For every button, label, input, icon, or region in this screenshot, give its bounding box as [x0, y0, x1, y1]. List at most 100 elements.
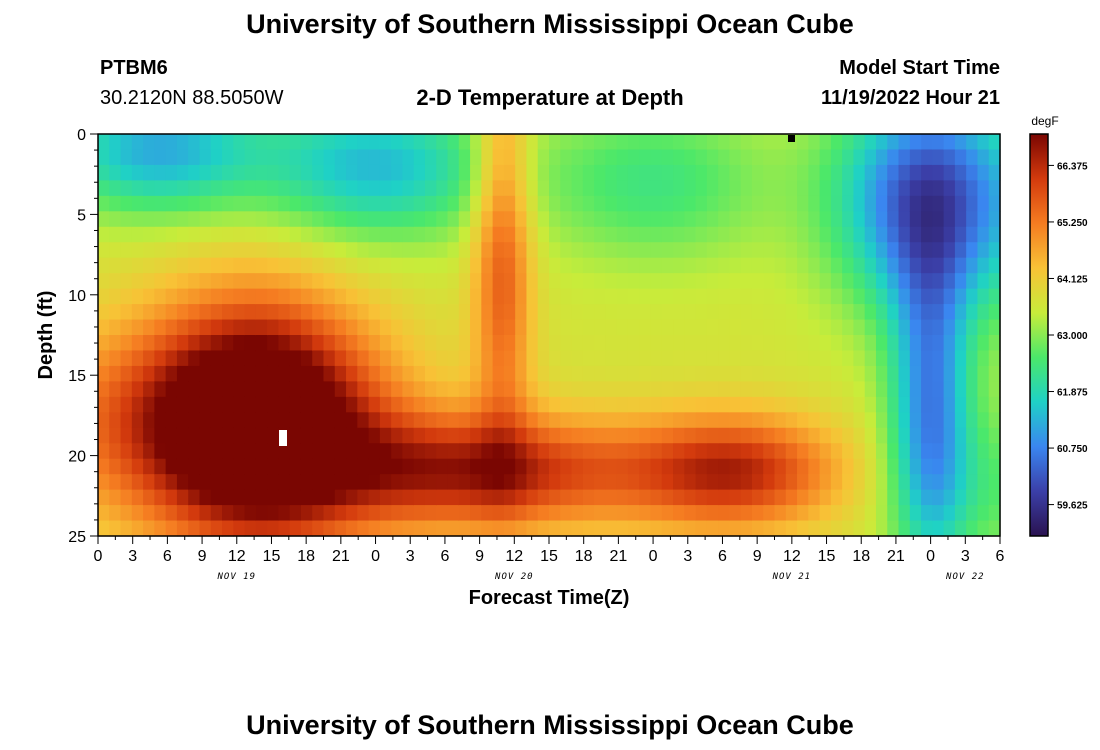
heatmap-cell	[616, 242, 629, 259]
heatmap-cell	[413, 458, 426, 475]
heatmap-cell	[785, 180, 798, 197]
colorbar-tick-label: 61.875	[1057, 388, 1088, 399]
heatmap-cell	[470, 489, 482, 506]
heatmap-cell	[966, 474, 979, 491]
heatmap-cell	[909, 134, 922, 151]
heatmap-cell	[763, 443, 776, 460]
heatmap-cell	[751, 149, 764, 166]
heatmap-cell	[334, 288, 347, 305]
heatmap-cell	[481, 412, 494, 429]
heatmap-cell	[785, 381, 798, 398]
heatmap-cell	[368, 164, 381, 181]
heatmap-cell	[267, 427, 280, 444]
heatmap-cell	[808, 257, 821, 274]
heatmap-cell	[447, 149, 460, 166]
heatmap-cell	[605, 304, 618, 321]
heatmap-cell	[797, 304, 809, 321]
heatmap-cell	[447, 335, 460, 352]
heatmap-cell	[594, 443, 606, 460]
heatmap-cell	[954, 226, 967, 243]
heatmap-cell	[932, 273, 945, 290]
heatmap-cell	[526, 505, 539, 522]
heatmap-cell	[323, 505, 336, 522]
heatmap-cell	[977, 226, 990, 243]
heatmap-cell	[312, 134, 325, 151]
heatmap-cell	[323, 242, 336, 259]
heatmap-cell	[763, 211, 776, 228]
heatmap-cell	[233, 211, 246, 228]
heatmap-cell	[267, 288, 280, 305]
heatmap-cell	[255, 149, 268, 166]
heatmap-cell	[402, 505, 415, 522]
heatmap-cell	[639, 335, 652, 352]
heatmap-cell	[797, 257, 809, 274]
heatmap-cell	[898, 474, 911, 491]
heatmap-cell	[774, 381, 787, 398]
heatmap-cell	[864, 396, 877, 413]
heatmap-cell	[751, 365, 764, 382]
heatmap-cell	[549, 226, 561, 243]
heatmap-cell	[842, 242, 855, 259]
heatmap-cell	[143, 257, 155, 274]
heatmap-cell	[977, 195, 990, 212]
heatmap-cell	[571, 489, 584, 506]
heatmap-cell	[176, 288, 189, 305]
heatmap-cell	[391, 412, 404, 429]
x-tick-label: 0	[371, 548, 380, 565]
heatmap-cell	[875, 335, 888, 352]
heatmap-cell	[774, 273, 787, 290]
y-tick-label: 25	[68, 529, 86, 546]
heatmap-cell	[571, 273, 584, 290]
heatmap-cell	[436, 149, 449, 166]
heatmap-cell	[594, 427, 606, 444]
heatmap-cell	[695, 396, 708, 413]
heatmap-cell	[289, 319, 302, 336]
heatmap-cell	[909, 474, 922, 491]
heatmap-cell	[278, 164, 291, 181]
heatmap-cell	[740, 520, 753, 537]
colorbar-tick-label: 66.375	[1057, 161, 1088, 172]
heatmap-cell	[966, 164, 979, 181]
heatmap-cell	[616, 164, 629, 181]
heatmap-cell	[413, 211, 426, 228]
heatmap-cell	[289, 458, 302, 475]
heatmap-cell	[481, 304, 494, 321]
heatmap-cell	[98, 257, 110, 274]
heatmap-cell	[436, 288, 449, 305]
heatmap-cell	[594, 257, 606, 274]
heatmap-cell	[436, 396, 449, 413]
heatmap-cell	[526, 396, 539, 413]
heatmap-cell	[966, 396, 979, 413]
heatmap-cell	[954, 211, 967, 228]
heatmap-cell	[627, 427, 640, 444]
heatmap-cell	[526, 242, 539, 259]
heatmap-cell	[977, 257, 990, 274]
heatmap-cell	[684, 273, 697, 290]
heatmap-cell	[864, 381, 877, 398]
heatmap-cell	[797, 381, 809, 398]
heatmap-cell	[436, 242, 449, 259]
heatmap-cell	[605, 242, 618, 259]
heatmap-cell	[300, 319, 313, 336]
heatmap-cell	[909, 288, 922, 305]
heatmap-cell	[334, 443, 347, 460]
heatmap-cell	[199, 242, 212, 259]
heatmap-cell	[154, 335, 167, 352]
heatmap-cell	[233, 381, 246, 398]
heatmap-cell	[323, 350, 336, 367]
heatmap-cell	[346, 505, 358, 522]
heatmap-cell	[954, 242, 967, 259]
heatmap-cell	[492, 226, 505, 243]
heatmap-cell	[346, 335, 358, 352]
heatmap-cell	[729, 195, 742, 212]
heatmap-cell	[470, 412, 482, 429]
x-tick-label: 3	[683, 548, 692, 565]
heatmap-cell	[346, 474, 358, 491]
heatmap-cell	[289, 288, 302, 305]
heatmap-cell	[368, 195, 381, 212]
heatmap-cell	[718, 288, 731, 305]
heatmap-cell	[875, 489, 888, 506]
heatmap-cell	[210, 381, 223, 398]
heatmap-cell	[334, 520, 347, 537]
heatmap-cell	[278, 242, 291, 259]
